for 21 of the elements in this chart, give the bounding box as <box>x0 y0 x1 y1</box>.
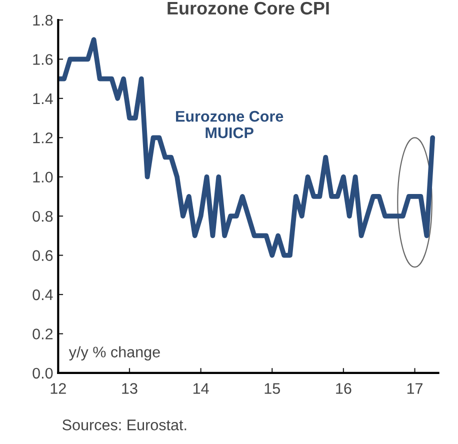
y-tick-label: 1.2 <box>33 132 53 144</box>
x-tick-label: 17 <box>407 383 422 394</box>
y-tick-label: 0.2 <box>32 328 53 340</box>
line-series <box>58 37 436 258</box>
x-tick-label: 15 <box>264 383 280 394</box>
x-tick-label: 16 <box>336 383 352 394</box>
y-tick-label: 0.0 <box>32 368 53 379</box>
chart-title: Eurozone Core CPI <box>168 2 329 15</box>
y-tick-label: 1.6 <box>33 54 53 65</box>
series-label: Eurozone Core MUICP <box>176 110 284 138</box>
source-note: Sources: Eurostat. <box>62 420 186 430</box>
y-tick-label: 1.4 <box>33 93 53 104</box>
annotation: y/y % change <box>68 346 160 360</box>
x-tick-label: 12 <box>50 383 66 394</box>
y-tick-label: 0.6 <box>32 250 53 261</box>
x-tick-label: 13 <box>122 383 138 394</box>
y-tick-label: 0.4 <box>32 289 53 300</box>
y-tick-label: 1.8 <box>33 14 53 26</box>
y-tick-label: 1.0 <box>33 172 53 183</box>
y-tick-label: 0.8 <box>32 210 53 222</box>
x-tick-label: 14 <box>193 383 209 394</box>
